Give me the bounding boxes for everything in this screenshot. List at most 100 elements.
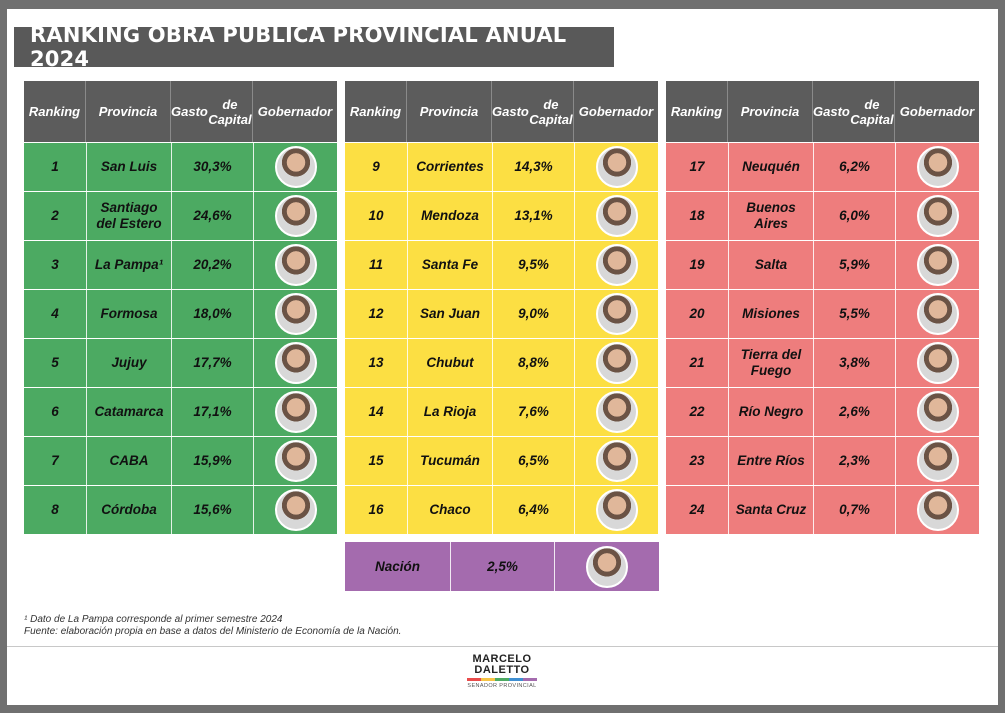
province-cell: Tierra del Fuego: [728, 339, 813, 387]
table-row: 15 Tucumán 6,5%: [345, 436, 658, 485]
capital-expense-cell: 9,5%: [492, 241, 574, 289]
header-gasto: Gasto de Capital: [171, 81, 253, 142]
governor-cell: [895, 192, 979, 240]
president-avatar: [586, 545, 628, 588]
rank-cell: 19: [666, 241, 728, 289]
table-row: 11 Santa Fe 9,5%: [345, 240, 658, 289]
governor-avatar: [916, 293, 959, 335]
table-row: 9 Corrientes 14,3%: [345, 142, 658, 191]
logo-first-name: MARCELO: [472, 653, 532, 665]
header-gasto: Gasto de Capital: [813, 81, 895, 142]
capital-expense-cell: 13,1%: [492, 192, 574, 240]
rank-cell: 13: [345, 339, 407, 387]
rank-cell: 20: [666, 290, 728, 338]
logo-color-bar: [467, 678, 537, 681]
province-cell: CABA: [86, 437, 171, 485]
province-cell: Jujuy: [86, 339, 171, 387]
province-cell: Entre Ríos: [728, 437, 813, 485]
governor-avatar: [274, 146, 317, 188]
header-gobernador: Gobernador: [895, 81, 979, 142]
capital-expense-cell: 6,2%: [813, 143, 895, 191]
capital-expense-cell: 6,5%: [492, 437, 574, 485]
rank-cell: 22: [666, 388, 728, 436]
governor-avatar: [274, 244, 317, 286]
rank-cell: 24: [666, 486, 728, 534]
nation-label: Nación: [374, 559, 420, 574]
header-gasto: Gasto de Capital: [492, 81, 574, 142]
rank-cell: 5: [24, 339, 86, 387]
footnotes: ¹ Dato de La Pampa corresponde al primer…: [24, 614, 401, 638]
province-cell: Misiones: [728, 290, 813, 338]
governor-cell: [895, 339, 979, 387]
header-gasto-line2: de Capital: [529, 96, 573, 127]
governor-avatar: [916, 489, 959, 531]
header-gasto-line2: de Capital: [208, 96, 252, 127]
table-row: 5 Jujuy 17,7%: [24, 338, 337, 387]
capital-expense-cell: 3,8%: [813, 339, 895, 387]
rank-cell: 4: [24, 290, 86, 338]
capital-expense-cell: 0,7%: [813, 486, 895, 534]
rank-cell: 7: [24, 437, 86, 485]
header-ranking: Ranking: [345, 81, 407, 142]
table-row: 22 Río Negro 2,6%: [666, 387, 979, 436]
governor-avatar: [916, 342, 959, 384]
header-gasto-line1: Gasto: [171, 104, 208, 119]
nation-row: Nación 2,5%: [345, 542, 659, 591]
governor-avatar: [595, 391, 638, 433]
governor-cell: [253, 192, 337, 240]
nation-value: 2,5%: [450, 542, 554, 591]
governor-avatar: [274, 293, 317, 335]
footer-divider: [7, 646, 998, 647]
brand-logo: MARCELO DALETTO SENADOR PROVINCIAL: [467, 654, 537, 689]
province-cell: Salta: [728, 241, 813, 289]
rank-cell: 1: [24, 143, 86, 191]
table-row: 13 Chubut 8,8%: [345, 338, 658, 387]
header-gasto-line1: Gasto: [813, 104, 850, 119]
capital-expense-cell: 24,6%: [171, 192, 253, 240]
header-gasto-line2: de Capital: [850, 96, 894, 127]
province-cell: Río Negro: [728, 388, 813, 436]
capital-expense-cell: 30,3%: [171, 143, 253, 191]
header-ranking: Ranking: [24, 81, 86, 142]
governor-avatar: [595, 489, 638, 531]
table-row: 24 Santa Cruz 0,7%: [666, 485, 979, 534]
governor-cell: [895, 290, 979, 338]
table-row: 18 Buenos Aires 6,0%: [666, 191, 979, 240]
rank-cell: 12: [345, 290, 407, 338]
logo-subtitle: SENADOR PROVINCIAL: [467, 683, 537, 689]
header-provincia: Provincia: [407, 81, 492, 142]
governor-cell: [895, 143, 979, 191]
governor-cell: [574, 290, 658, 338]
governor-avatar: [916, 391, 959, 433]
capital-expense-cell: 14,3%: [492, 143, 574, 191]
province-cell: Mendoza: [407, 192, 492, 240]
province-cell: Catamarca: [86, 388, 171, 436]
province-cell: Formosa: [86, 290, 171, 338]
rank-cell: 14: [345, 388, 407, 436]
capital-expense-cell: 2,6%: [813, 388, 895, 436]
header-provincia: Provincia: [728, 81, 813, 142]
province-cell: Santa Fe: [407, 241, 492, 289]
governor-cell: [574, 486, 658, 534]
table-row: 17 Neuquén 6,2%: [666, 142, 979, 191]
governor-cell: [895, 388, 979, 436]
rank-cell: 15: [345, 437, 407, 485]
rank-cell: 2: [24, 192, 86, 240]
infographic-page: RANKING OBRA PÚBLICA PROVINCIAL ANUAL 20…: [7, 9, 998, 705]
governor-avatar: [916, 440, 959, 482]
governor-cell: [895, 241, 979, 289]
governor-avatar: [595, 146, 638, 188]
governor-cell: [574, 192, 658, 240]
rank-cell: 10: [345, 192, 407, 240]
rank-cell: 16: [345, 486, 407, 534]
capital-expense-cell: 9,0%: [492, 290, 574, 338]
governor-cell: [253, 339, 337, 387]
capital-expense-cell: 6,0%: [813, 192, 895, 240]
governor-avatar: [595, 440, 638, 482]
header-gobernador: Gobernador: [253, 81, 337, 142]
governor-cell: [253, 388, 337, 436]
rank-cell: 8: [24, 486, 86, 534]
table-row: 14 La Rioja 7,6%: [345, 387, 658, 436]
ranking-table-yellow: Ranking Provincia Gasto de Capital Gobernado…: [345, 81, 658, 534]
header-provincia: Provincia: [86, 81, 171, 142]
